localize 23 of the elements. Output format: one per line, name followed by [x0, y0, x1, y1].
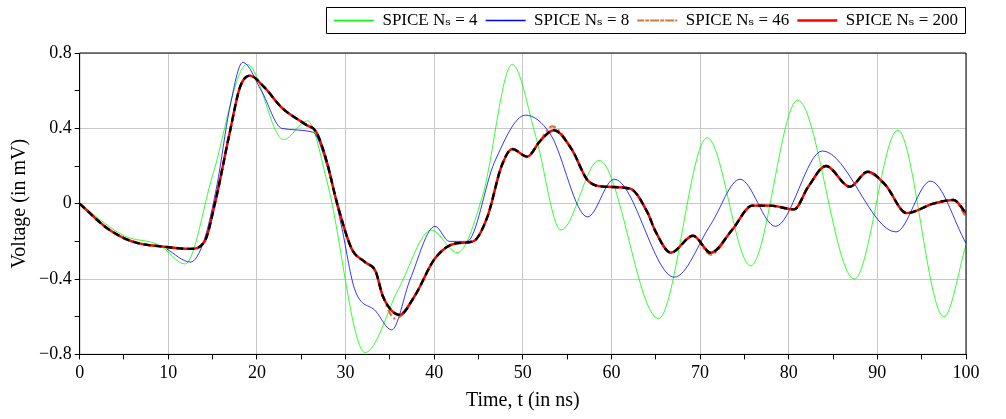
line-series [166, 62, 966, 331]
x-tick-label: 100 [952, 361, 980, 382]
legend-label: SPICE Nₛ = 46 [685, 9, 790, 29]
x-tick-label: 30 [336, 361, 355, 382]
x-tick-label: 0 [75, 361, 85, 382]
y-tick-label: 0.4 [49, 117, 72, 138]
x-tick-label: 20 [247, 361, 266, 382]
y-tick-label: −0.8 [39, 343, 72, 364]
legend-label: SPICE Nₛ = 200 [845, 9, 959, 29]
x-tick-label: 80 [779, 361, 798, 382]
x-axis-title: Time, t (in ns) [465, 388, 580, 412]
x-tick-label: 70 [691, 361, 710, 382]
x-tick-label: 50 [513, 361, 532, 382]
legend-label: SPICE Nₛ = 4 [382, 9, 479, 29]
legend-label: SPICE Nₛ = 8 [534, 9, 630, 29]
x-tick-label: 60 [602, 361, 621, 382]
y-axis-title: Voltage (in mV) [7, 138, 31, 269]
y-tick-label: −0.4 [39, 267, 72, 288]
x-tick-label: 10 [159, 361, 178, 382]
y-tick-label: 0.8 [49, 41, 72, 62]
x-tick-label: 90 [868, 361, 887, 382]
x-tick-label: 40 [425, 361, 444, 382]
y-tick-label: 0 [62, 192, 72, 213]
